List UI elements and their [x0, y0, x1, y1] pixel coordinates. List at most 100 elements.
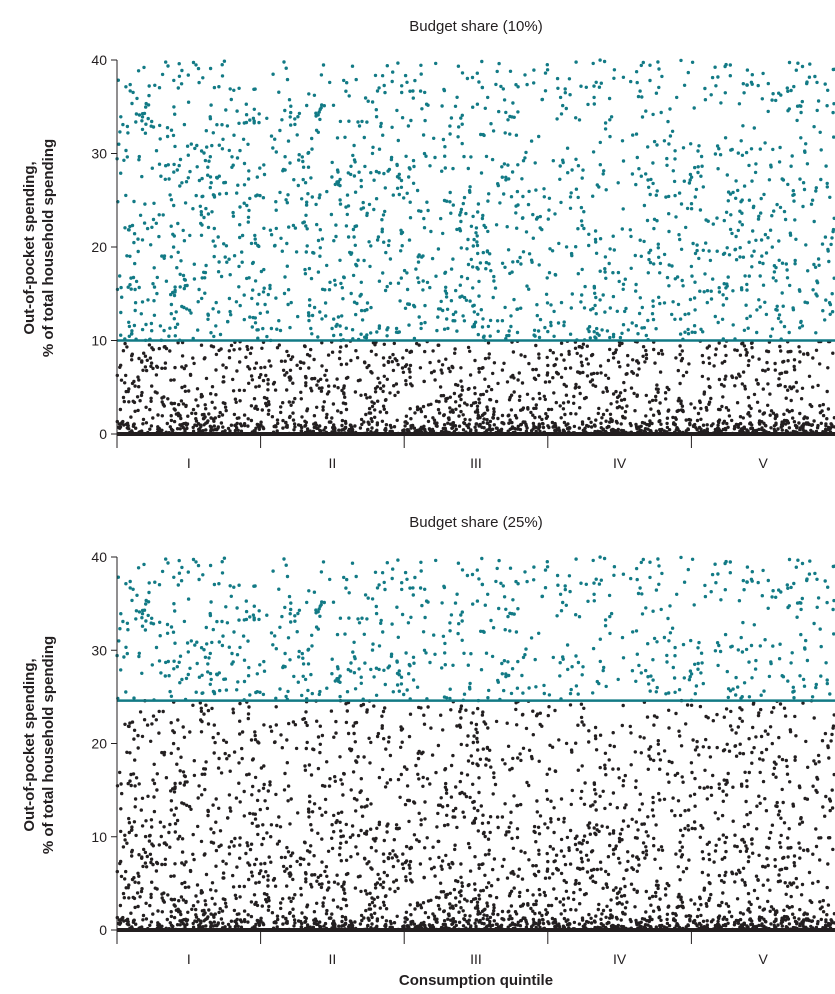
- point-below-threshold: [792, 420, 797, 424]
- point-above-threshold: [484, 260, 489, 265]
- point-below-threshold: [373, 386, 378, 391]
- point-below-threshold: [606, 376, 611, 380]
- point-above-threshold: [793, 218, 797, 222]
- point-below-threshold: [300, 415, 304, 419]
- point-above-threshold: [335, 180, 339, 184]
- point-below-threshold: [433, 421, 437, 425]
- point-above-threshold: [231, 210, 235, 215]
- point-above-threshold: [612, 573, 616, 577]
- point-above-threshold: [294, 250, 299, 254]
- point-above-threshold: [543, 568, 548, 572]
- point-above-threshold: [460, 638, 464, 642]
- point-below-threshold: [760, 426, 764, 430]
- point-above-threshold: [232, 133, 236, 137]
- point-below-threshold: [662, 429, 666, 433]
- point-above-threshold: [237, 285, 241, 289]
- point-above-threshold: [359, 332, 363, 336]
- point-below-threshold: [598, 364, 603, 368]
- point-below-threshold: [615, 896, 619, 900]
- point-above-threshold: [362, 258, 366, 263]
- point-below-threshold: [531, 413, 535, 417]
- point-below-threshold: [279, 359, 284, 363]
- point-above-threshold: [134, 120, 138, 124]
- point-above-threshold: [815, 80, 819, 85]
- point-above-threshold: [203, 158, 208, 163]
- point-above-threshold: [476, 332, 480, 337]
- point-below-threshold: [444, 399, 448, 403]
- point-below-threshold: [595, 823, 599, 827]
- point-above-threshold: [760, 254, 764, 258]
- point-below-threshold: [428, 782, 432, 786]
- point-below-threshold: [519, 919, 523, 923]
- point-below-threshold: [322, 400, 326, 404]
- point-below-threshold: [409, 349, 413, 353]
- point-below-threshold: [658, 401, 662, 405]
- point-above-threshold: [728, 63, 732, 67]
- point-above-threshold: [814, 331, 818, 335]
- point-below-threshold: [579, 360, 584, 364]
- point-above-threshold: [301, 165, 306, 169]
- point-below-threshold: [776, 427, 780, 431]
- point-above-threshold: [240, 233, 245, 238]
- point-above-threshold: [405, 577, 409, 581]
- point-above-threshold: [758, 305, 762, 309]
- point-below-threshold: [469, 754, 473, 758]
- point-above-threshold: [531, 236, 535, 240]
- point-above-threshold: [777, 91, 781, 95]
- point-below-threshold: [228, 429, 232, 433]
- point-below-threshold: [436, 343, 440, 347]
- point-below-threshold: [384, 398, 388, 402]
- point-above-threshold: [570, 168, 574, 172]
- point-above-threshold: [760, 594, 764, 598]
- point-below-threshold: [423, 349, 427, 354]
- point-above-threshold: [365, 120, 369, 124]
- point-below-threshold: [565, 426, 570, 431]
- point-below-threshold: [761, 779, 766, 784]
- point-above-threshold: [726, 199, 730, 203]
- point-above-threshold: [253, 321, 258, 325]
- point-below-threshold: [180, 354, 185, 358]
- point-above-threshold: [341, 297, 345, 301]
- point-above-threshold: [191, 60, 196, 65]
- point-above-threshold: [282, 60, 286, 64]
- point-above-threshold: [249, 241, 254, 246]
- point-below-threshold: [203, 772, 207, 776]
- point-above-threshold: [158, 634, 162, 638]
- point-below-threshold: [256, 832, 260, 837]
- point-above-threshold: [738, 255, 742, 259]
- point-below-threshold: [342, 392, 346, 396]
- point-above-threshold: [728, 227, 733, 232]
- point-below-threshold: [538, 814, 543, 818]
- point-above-threshold: [551, 159, 555, 163]
- point-above-threshold: [138, 213, 143, 217]
- point-below-threshold: [561, 897, 566, 901]
- point-below-threshold: [140, 359, 144, 363]
- point-below-threshold: [748, 810, 752, 815]
- point-below-threshold: [428, 360, 432, 365]
- point-above-threshold: [405, 271, 409, 275]
- point-below-threshold: [249, 374, 254, 378]
- point-below-threshold: [346, 731, 351, 736]
- point-above-threshold: [692, 603, 696, 607]
- point-above-threshold: [352, 174, 357, 178]
- point-above-threshold: [282, 291, 287, 296]
- point-below-threshold: [151, 714, 156, 718]
- point-above-threshold: [238, 235, 242, 240]
- point-above-threshold: [688, 669, 693, 673]
- point-below-threshold: [553, 421, 557, 426]
- point-below-threshold: [287, 400, 291, 404]
- point-below-threshold: [779, 845, 783, 849]
- point-below-threshold: [226, 426, 231, 431]
- point-above-threshold: [634, 324, 638, 328]
- point-below-threshold: [537, 832, 542, 836]
- point-above-threshold: [620, 331, 624, 335]
- point-below-threshold: [242, 388, 246, 393]
- point-above-threshold: [496, 329, 500, 333]
- point-below-threshold: [461, 909, 465, 913]
- point-below-threshold: [684, 370, 689, 374]
- point-below-threshold: [190, 907, 194, 911]
- point-above-threshold: [514, 204, 518, 208]
- point-above-threshold: [285, 77, 290, 82]
- point-below-threshold: [141, 417, 146, 422]
- point-above-threshold: [677, 191, 682, 195]
